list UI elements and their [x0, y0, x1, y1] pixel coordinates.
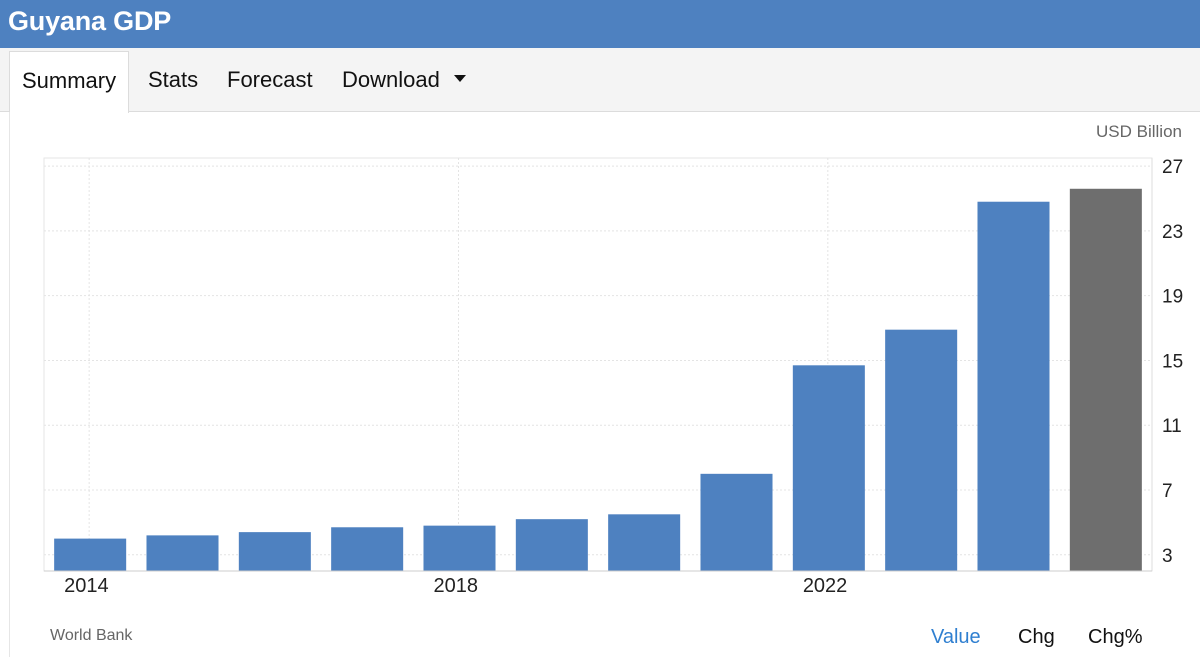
bar-2020[interactable]	[608, 514, 681, 571]
y-tick-label: 11	[1162, 416, 1182, 437]
y-tick-label: 15	[1162, 351, 1183, 372]
bar-2015[interactable]	[146, 535, 219, 571]
y-tick-label: 23	[1162, 222, 1183, 243]
bar-2021[interactable]	[700, 473, 773, 571]
tab-summary[interactable]: Summary	[9, 51, 130, 113]
bars	[54, 188, 1142, 571]
bar-2017[interactable]	[331, 527, 404, 571]
tab-download-label: Download	[342, 67, 440, 92]
tab-stats-label: Stats	[148, 67, 199, 92]
tab-summary-label: Summary	[22, 68, 117, 93]
x-axis: 2014 2018 2022	[44, 570, 1152, 597]
page-title: Guyana GDP	[8, 6, 172, 36]
bar-2014[interactable]	[54, 538, 127, 571]
bar-2024[interactable]	[977, 201, 1050, 571]
header-bar: Guyana GDP	[0, 0, 1200, 48]
bar-2016[interactable]	[238, 532, 311, 571]
x-tick-label: 2014	[64, 575, 109, 597]
tab-forecast-label: Forecast	[227, 67, 313, 92]
tab-forecast[interactable]: Forecast	[227, 48, 313, 112]
x-tick-label: 2018	[433, 575, 478, 597]
toggle-value[interactable]: Value	[931, 626, 981, 648]
y-tick-label: 27	[1162, 157, 1183, 178]
bar-2022[interactable]	[792, 365, 865, 571]
tab-bar: Summary Stats Forecast Download	[0, 48, 1200, 113]
bar-2019[interactable]	[515, 519, 588, 571]
x-tick-label: 2022	[803, 575, 848, 597]
y-tick-label: 3	[1162, 546, 1173, 567]
bar-2023[interactable]	[885, 329, 958, 571]
y-tick-label: 7	[1162, 481, 1173, 502]
bar-2018[interactable]	[423, 525, 496, 571]
y-axis: 3 7 11 15 19 23 27	[1151, 157, 1183, 571]
y-tick-label: 19	[1162, 287, 1183, 308]
caret-down-icon	[453, 74, 466, 82]
unit-label: USD Billion	[1096, 122, 1182, 141]
tab-stats[interactable]: Stats	[148, 48, 198, 112]
bar-2025[interactable]	[1069, 188, 1142, 571]
toggle-chg[interactable]: Chg	[1018, 626, 1055, 648]
toggle-chg-percent[interactable]: Chg%	[1088, 626, 1143, 648]
panel-border	[9, 112, 10, 657]
tab-download[interactable]: Download	[342, 48, 466, 112]
source-label: World Bank	[50, 627, 133, 644]
